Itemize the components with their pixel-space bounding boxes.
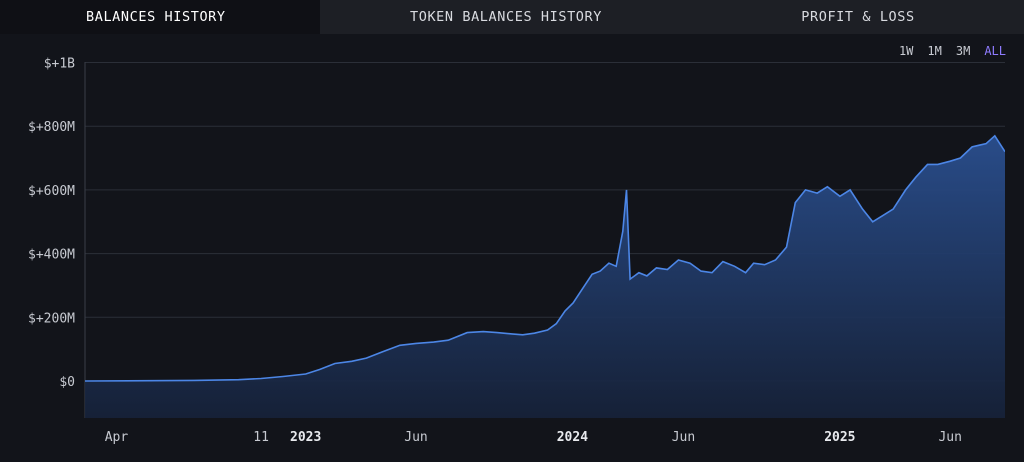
range-all-button[interactable]: ALL [984,44,1006,58]
x-tick-label: 2023 [290,430,321,445]
tab-profit-and-loss[interactable]: PROFIT & LOSS [692,0,1024,34]
tab-label: BALANCES HISTORY [86,9,226,25]
tab-label: PROFIT & LOSS [801,9,915,25]
tab-label: TOKEN BALANCES HISTORY [409,9,602,25]
y-tick-label: $+800M [28,120,75,135]
x-axis-labels: Apr 11 2023 Jun 2024 Jun 2025 Jun [105,430,962,445]
x-tick-label: 2025 [824,430,855,445]
range-3m-button[interactable]: 3M [955,44,971,58]
x-tick-label: Jun [938,430,961,445]
time-range-selector: 1W 1M 3M ALL [899,44,1006,58]
tab-bar: BALANCES HISTORY TOKEN BALANCES HISTORY … [0,0,1024,34]
x-tick-label: 11 [253,430,269,445]
tab-balances-history[interactable]: BALANCES HISTORY [0,0,320,34]
y-tick-label: $+600M [28,184,75,199]
x-tick-label: 2024 [557,430,588,445]
tab-token-balances-history[interactable]: TOKEN BALANCES HISTORY [320,0,692,34]
y-tick-label: $0 [59,375,75,390]
x-tick-label: Jun [672,430,695,445]
y-tick-label: $+1B [44,57,75,72]
y-tick-label: $+200M [28,311,75,326]
x-tick-label: Apr [105,430,129,445]
x-tick-label: Jun [404,430,427,445]
balance-area [85,135,1005,418]
y-axis-labels: $0 $+200M $+400M $+600M $+800M $+1B [28,57,75,391]
balance-line [85,134,1005,382]
range-1m-button[interactable]: 1M [927,44,942,58]
y-tick-label: $+400M [28,248,75,263]
range-1w-button[interactable]: 1W [898,44,914,58]
